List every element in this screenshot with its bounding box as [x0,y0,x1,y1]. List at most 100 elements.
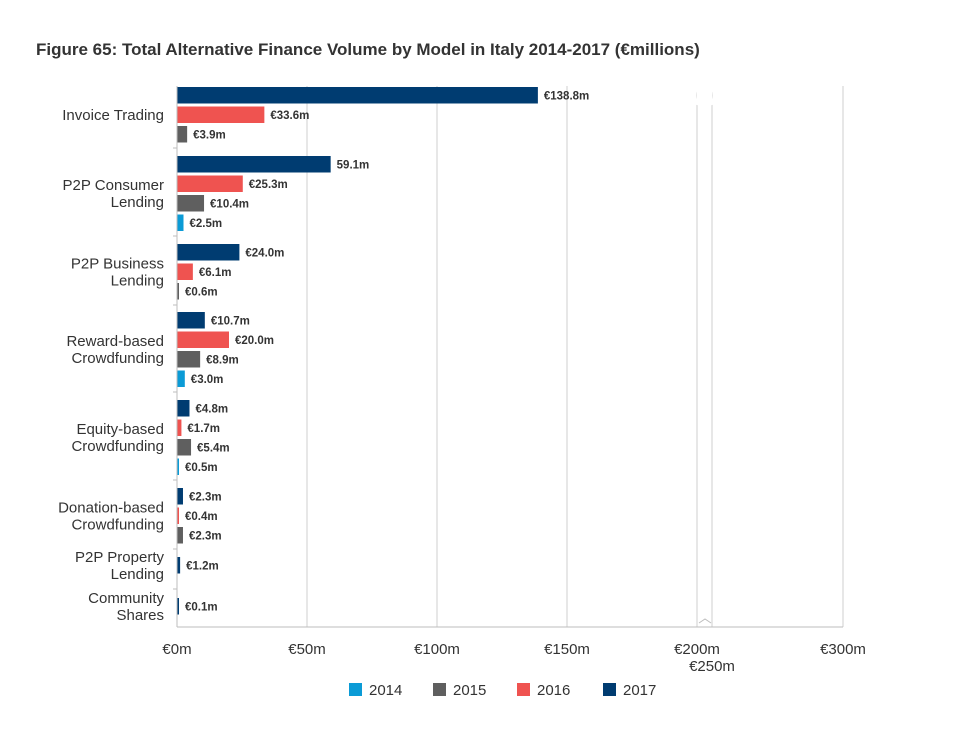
bar-p2p-business-lending-2017 [177,244,240,261]
category-label-invoice-trading: Invoice Trading [62,107,164,124]
data-label-donation-based-crowdfunding-2017: €2.3m [189,491,222,503]
data-label-p2p-consumer-lending-2015: €10.4m [210,198,249,210]
legend-swatch-2017 [603,683,616,696]
category-label-line: Donation-based [58,499,164,516]
legend-item-2017: 2017 [603,682,656,699]
data-label-p2p-consumer-lending-2014: €2.5m [190,218,223,230]
category-label-line: Reward-based [66,333,164,350]
data-label-equity-based-crowdfunding-2014: €0.5m [185,462,218,474]
bar-invoice-trading-2016 [177,106,265,123]
category-label-line: P2P Consumer [63,177,164,194]
category-label-line: P2P Business [71,255,164,272]
gridlines [306,86,844,627]
data-label-p2p-business-lending-2015: €0.6m [185,286,218,298]
data-label-p2p-consumer-lending-2017: 59.1m [337,159,370,171]
category-label-line: Invoice Trading [62,107,164,124]
bar-p2p-consumer-lending-2014 [177,214,184,231]
bar-reward-based-crowdfunding-2017 [177,312,205,329]
legend-swatch-2014 [349,683,362,696]
category-label-p2p-business-lending: P2P Business Lending [71,255,164,289]
bar-donation-based-crowdfunding-2016 [177,507,179,524]
x-tick-label-300: €300m [820,641,866,658]
bar-reward-based-crowdfunding-2014 [177,370,185,387]
bars [177,85,715,615]
x-tick-label-250: €250m [689,658,735,675]
legend: 2014 2015 2016 2017 [349,682,656,699]
data-label-community-shares-2017: €0.1m [185,601,218,613]
bar-p2p-business-lending-2016 [177,263,193,280]
legend-item-2014: 2014 [349,682,402,699]
x-tick-label-200: €200m [674,641,720,658]
bar-p2p-property-lending-2017 [177,557,181,574]
bar-reward-based-crowdfunding-2015 [177,351,201,368]
category-label-line: Lending [111,272,164,289]
data-label-p2p-property-lending-2017: €1.2m [186,560,219,572]
legend-item-2016: 2016 [517,682,570,699]
category-label-line: Shares [116,607,164,624]
chart-title: Figure 65: Total Alternative Finance Vol… [36,40,700,59]
data-label-equity-based-crowdfunding-2015: €5.4m [197,442,230,454]
bar-p2p-business-lending-2015 [177,283,179,300]
x-tick-label-50: €50m [288,641,326,658]
x-axis: €0m €50m €100m €150m €200m€250m €300m [162,86,866,675]
bar-p2p-consumer-lending-2016 [177,175,243,192]
data-label-donation-based-crowdfunding-2015: €2.3m [189,530,222,542]
data-label-invoice-trading-2015: €3.9m [193,129,226,141]
bar-equity-based-crowdfunding-2015 [177,439,192,456]
legend-swatch-2016 [517,683,530,696]
category-label-line: Crowdfunding [71,516,164,533]
axis-break-tick [698,618,712,624]
legend-label-2017: 2017 [623,682,656,699]
data-label-invoice-trading-2017: €138.8m [544,90,589,102]
axis-break-curve-left [694,85,700,106]
bar-invoice-trading-2017 [177,87,538,104]
category-label-line: Lending [111,566,164,583]
category-label-community-shares: Community Shares [88,590,164,624]
legend-label-2014: 2014 [369,682,402,699]
category-label-p2p-consumer-lending: P2P Consumer Lending [63,177,164,211]
data-label-invoice-trading-2016: €33.6m [270,110,309,122]
bar-equity-based-crowdfunding-2016 [177,419,182,436]
bar-invoice-trading-2015 [177,126,188,143]
axis-break-marker [694,85,715,106]
data-label-equity-based-crowdfunding-2017: €4.8m [195,403,228,415]
axis-break-gap [698,85,711,106]
data-label-reward-based-crowdfunding-2016: €20.0m [235,335,274,347]
category-label-line: Lending [111,194,164,211]
category-label-line: P2P Property [75,549,164,566]
data-label-p2p-consumer-lending-2016: €25.3m [249,179,288,191]
data-label-p2p-business-lending-2017: €24.0m [245,247,284,259]
bar-reward-based-crowdfunding-2016 [177,331,229,348]
bar-equity-based-crowdfunding-2017 [177,400,190,417]
legend-label-2016: 2016 [537,682,570,699]
data-label-reward-based-crowdfunding-2015: €8.9m [206,354,239,366]
data-labels: €138.8m €33.6m €3.9m 59.1m €25.3m€10.4m €2.5m… [185,90,589,613]
axis-break-curve-right [709,85,715,106]
legend-item-2015: 2015 [433,682,486,699]
data-label-donation-based-crowdfunding-2016: €0.4m [185,511,218,523]
category-label-reward-based-crowdfunding: Reward-based Crowdfunding [66,333,164,367]
data-label-equity-based-crowdfunding-2016: €1.7m [187,423,220,435]
bar-donation-based-crowdfunding-2015 [177,527,183,544]
bar-equity-based-crowdfunding-2014 [177,458,179,475]
category-label-line: Equity-based [76,421,164,438]
category-label-donation-based-crowdfunding: Donation-based Crowdfunding [58,499,164,533]
legend-swatch-2015 [433,683,446,696]
category-label-line: Community [88,590,164,607]
bar-p2p-consumer-lending-2015 [177,195,205,212]
category-label-line: Crowdfunding [71,438,164,455]
data-label-reward-based-crowdfunding-2017: €10.7m [211,315,250,327]
data-label-p2p-business-lending-2016: €6.1m [199,267,232,279]
data-label-reward-based-crowdfunding-2014: €3.0m [191,374,224,386]
bar-community-shares-2017 [177,598,179,615]
legend-label-2015: 2015 [453,682,486,699]
x-tick-label-150: €150m [544,641,590,658]
x-tick-label-100: €100m [414,641,460,658]
bar-donation-based-crowdfunding-2017 [177,488,183,505]
category-label-line: Crowdfunding [71,350,164,367]
x-tick-label-0: €0m [162,641,191,658]
category-label-equity-based-crowdfunding: Equity-based Crowdfunding [71,421,164,455]
bar-p2p-consumer-lending-2017 [177,156,331,173]
